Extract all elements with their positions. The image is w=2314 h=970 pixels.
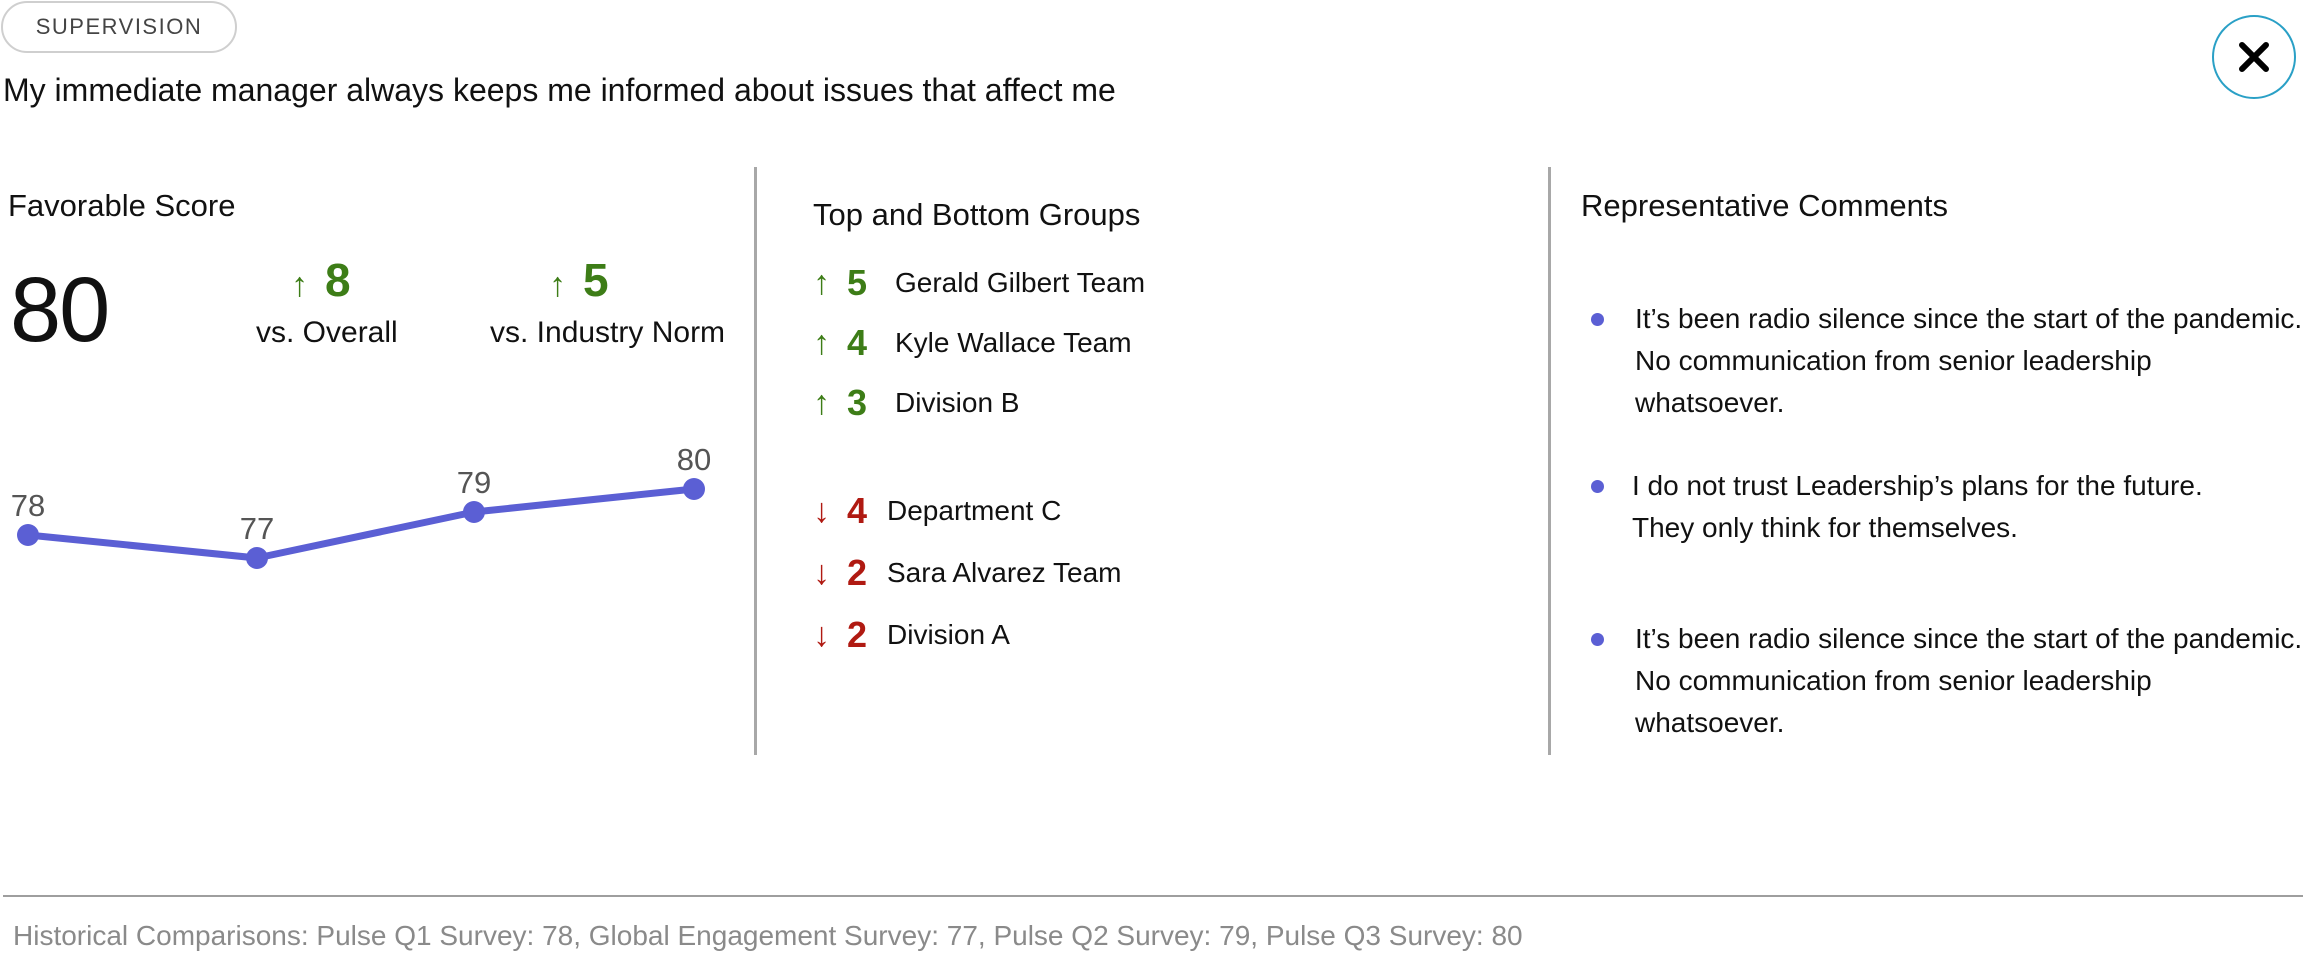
- close-icon: [2239, 42, 2269, 72]
- group-delta: 2: [847, 614, 868, 655]
- footer-divider: [3, 895, 2303, 897]
- top-group-row: ↑ 3 Division B: [813, 378, 1019, 428]
- vs-overall-label: vs. Overall: [256, 316, 398, 349]
- comment-item: It’s been radio silence since the start …: [1635, 298, 2314, 424]
- groups-title: Top and Bottom Groups: [813, 197, 1141, 232]
- comment-line: whatsoever.: [1635, 707, 1785, 738]
- column-divider: [754, 167, 757, 755]
- comment-bullet: [1591, 480, 1604, 493]
- bottom-group-row: ↓ 2 Division A: [813, 610, 1010, 660]
- comment-item: I do not trust Leadership’s plans for th…: [1632, 465, 2314, 549]
- top-group-row: ↑ 4 Kyle Wallace Team: [813, 318, 1132, 368]
- up-arrow-icon: ↑: [813, 323, 830, 362]
- comment-line: No communication from senior leadership: [1635, 345, 2152, 376]
- comment-line: It’s been radio silence since the start …: [1635, 303, 2303, 334]
- trend-point-label: 77: [240, 511, 274, 546]
- comment-bullet: [1591, 633, 1604, 646]
- up-arrow-icon: ↑: [549, 266, 566, 304]
- up-arrow-icon: ↑: [813, 263, 830, 302]
- down-arrow-icon: ↓: [813, 615, 830, 654]
- trend-point-label: 80: [677, 442, 711, 477]
- group-name: Kyle Wallace Team: [895, 327, 1132, 358]
- comment-line: whatsoever.: [1635, 387, 1785, 418]
- vs-overall-delta: ↑ 8: [291, 254, 351, 306]
- comment-item: It’s been radio silence since the start …: [1635, 618, 2314, 744]
- group-name: Sara Alvarez Team: [887, 557, 1122, 588]
- vs-industry-norm-delta: ↑ 5: [549, 254, 609, 306]
- trend-point: [463, 501, 485, 523]
- group-name: Division B: [895, 387, 1020, 418]
- close-button[interactable]: [2212, 15, 2296, 99]
- trend-point: [683, 478, 705, 500]
- trend-point-label: 79: [457, 465, 491, 500]
- historical-comparisons: Historical Comparisons: Pulse Q1 Survey:…: [13, 920, 1523, 951]
- favorable-score-value: 80: [10, 259, 110, 361]
- bottom-group-row: ↓ 2 Sara Alvarez Team: [813, 548, 1122, 598]
- vs-industry-norm-label: vs. Industry Norm: [490, 316, 726, 349]
- comment-line: No communication from senior leadership: [1635, 665, 2152, 696]
- down-arrow-icon: ↓: [813, 553, 830, 592]
- comment-line: It’s been radio silence since the start …: [1635, 623, 2303, 654]
- column-divider: [1548, 167, 1551, 755]
- top-group-row: ↑ 5 Gerald Gilbert Team: [813, 258, 1145, 308]
- down-arrow-icon: ↓: [813, 491, 830, 530]
- group-delta: 3: [847, 382, 868, 423]
- trend-point-label: 78: [11, 488, 45, 523]
- comment-line: I do not trust Leadership’s plans for th…: [1632, 470, 2203, 501]
- trend-point: [17, 524, 39, 546]
- group-delta: 4: [847, 322, 868, 363]
- group-delta: 5: [847, 262, 868, 303]
- group-name: Division A: [887, 619, 1010, 650]
- group-name: Department C: [887, 495, 1062, 526]
- comments-title: Representative Comments: [1581, 188, 1948, 223]
- group-delta: 2: [847, 552, 868, 593]
- up-arrow-icon: ↑: [291, 266, 308, 304]
- bottom-group-row: ↓ 4 Department C: [813, 486, 1061, 536]
- comment-bullet: [1591, 313, 1604, 326]
- question-title: My immediate manager always keeps me inf…: [3, 72, 1116, 108]
- trend-point: [246, 547, 268, 569]
- category-tag: SUPERVISION: [1, 1, 237, 53]
- trend-line-chart: 78 77 79 80: [11, 442, 711, 569]
- comment-line: They only think for themselves.: [1632, 512, 2018, 543]
- favorable-score-title: Favorable Score: [8, 188, 236, 223]
- up-arrow-icon: ↑: [813, 383, 830, 422]
- trend-line: [27, 485, 695, 562]
- group-delta: 4: [847, 490, 868, 531]
- group-name: Gerald Gilbert Team: [895, 267, 1146, 298]
